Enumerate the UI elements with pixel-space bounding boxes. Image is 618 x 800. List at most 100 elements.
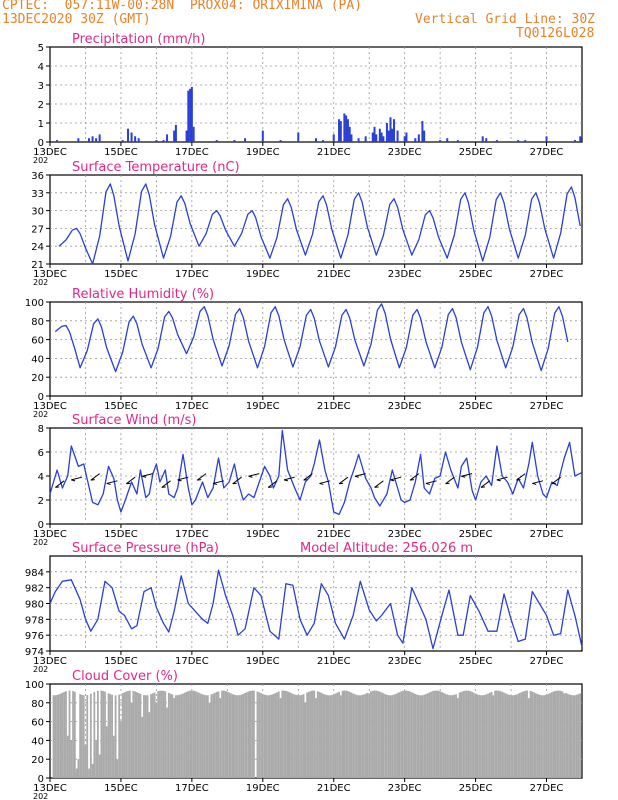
cloud-bar: [572, 695, 575, 778]
cloud-ytick-label: 80: [31, 699, 44, 710]
temp-xtick-label: 17DEC: [175, 269, 209, 280]
cloud-bar: [308, 691, 310, 778]
precip-bar: [297, 132, 300, 142]
wind-arrow: [516, 473, 526, 481]
rh-xtick-label: 25DEC: [459, 401, 493, 412]
cloud-bar: [302, 694, 305, 778]
cloud-bar: [212, 693, 215, 778]
wind-arrow: [248, 473, 260, 477]
wind-arrow: [390, 476, 402, 481]
precip-year-stub: 202: [33, 156, 48, 165]
precip-bar: [573, 140, 576, 142]
cloud-bar: [95, 740, 98, 778]
wind-arrow: [409, 473, 420, 481]
precip-bar: [261, 130, 264, 142]
cloud-bar: [263, 694, 266, 778]
cloud-bar: [401, 690, 404, 778]
cloud-bar: [210, 694, 213, 778]
product-code: TQ0126L028: [516, 26, 595, 41]
cloud-bar: [359, 695, 362, 778]
cloud-bar: [84, 745, 87, 778]
precip-bar: [439, 140, 442, 142]
cloud-bar: [492, 695, 495, 778]
precip-bar: [345, 115, 348, 142]
wind-arrow: [354, 473, 366, 477]
cloud-bar: [206, 695, 209, 778]
cloud-bar: [554, 690, 557, 778]
precip-bar: [189, 88, 192, 142]
cloud-panel: 0 20 40 60 80 100 13DEC 15DEC 17DEC 19DEC 21DEC 23D…: [25, 669, 583, 800]
cloud-bar: [240, 694, 243, 778]
cloud-bar: [329, 695, 332, 778]
cloud-bar: [370, 691, 372, 778]
precip-bar: [162, 140, 165, 142]
cloud-bar: [515, 694, 518, 778]
cloud-bar: [318, 691, 321, 778]
cloud-bar: [416, 694, 418, 778]
cloud-bar: [368, 693, 371, 778]
cloud-bar: [350, 692, 353, 778]
temp-xtick-label: 15DEC: [104, 269, 138, 280]
precip-bar: [495, 140, 498, 142]
wind-arrow-head: [248, 475, 253, 478]
temp-panel: 21 24 27 30 33 36 13DEC 15DEC 17DEC 19DEC 21DEC 23D…: [31, 160, 583, 287]
wind-arrow-head: [461, 475, 466, 478]
precip-bar: [373, 126, 376, 142]
wind-arrow-head: [445, 482, 450, 485]
wind-arrow-head: [55, 486, 60, 488]
precip-bar: [315, 138, 317, 142]
precip-bar: [357, 138, 360, 142]
cloud-bar: [320, 692, 323, 778]
cloud-bar: [68, 690, 71, 778]
cloud-bar: [130, 702, 133, 778]
wind-xtick-label: 17DEC: [175, 529, 209, 540]
precip-bar: [364, 136, 367, 142]
wind-arrow: [319, 480, 331, 484]
precip-bar: [95, 138, 98, 142]
wind-arrow: [303, 473, 313, 481]
wind-arrow-head: [516, 479, 521, 481]
cloud-bar: [529, 690, 532, 778]
cloud-bar: [398, 692, 401, 778]
wind-arrow: [55, 480, 65, 488]
cloud-bar: [162, 690, 165, 778]
grid-note: Vertical Grid Line: 30Z: [415, 12, 596, 27]
precip-frame: [49, 46, 583, 143]
cloud-bar: [272, 694, 275, 778]
pressure-subtitle: Model Altitude: 256.026 m: [300, 541, 473, 556]
cloud-bar: [334, 693, 337, 778]
rh-ytick-label: 100: [25, 298, 44, 309]
cloud-bar: [499, 691, 502, 778]
cloud-bar: [167, 692, 170, 778]
wind-arrow-head: [142, 475, 147, 478]
precip-bar: [88, 138, 91, 142]
cloud-bar: [378, 691, 381, 778]
cloud-bar: [377, 691, 379, 778]
cloud-xtick-label: 17DEC: [175, 783, 209, 794]
cloud-bar: [100, 690, 103, 778]
cloud-bar: [517, 693, 520, 778]
cloud-bar: [449, 695, 452, 778]
cloud-bar: [102, 690, 105, 778]
cloud-bar: [565, 693, 567, 778]
precip-bar: [389, 117, 392, 142]
wind-arrow-head: [532, 482, 537, 485]
cloud-bar: [228, 692, 231, 778]
wind-arrow: [267, 480, 278, 488]
cloud-bar: [409, 691, 411, 778]
cloud-bar: [357, 695, 360, 778]
precip-bar: [423, 130, 426, 142]
cloud-bar: [180, 694, 183, 778]
wind-arrow-head: [339, 482, 344, 485]
cloud-ytick-label: 60: [31, 718, 44, 729]
wind-arrow: [142, 473, 153, 477]
wind-arrow-head: [551, 482, 556, 485]
cloud-bar: [448, 695, 450, 778]
wind-arrow-head: [197, 479, 202, 481]
cloud-bar: [88, 768, 90, 778]
precip-bar: [414, 138, 417, 142]
rh-ytick-label: 80: [31, 317, 44, 328]
cloud-bar: [279, 698, 282, 778]
